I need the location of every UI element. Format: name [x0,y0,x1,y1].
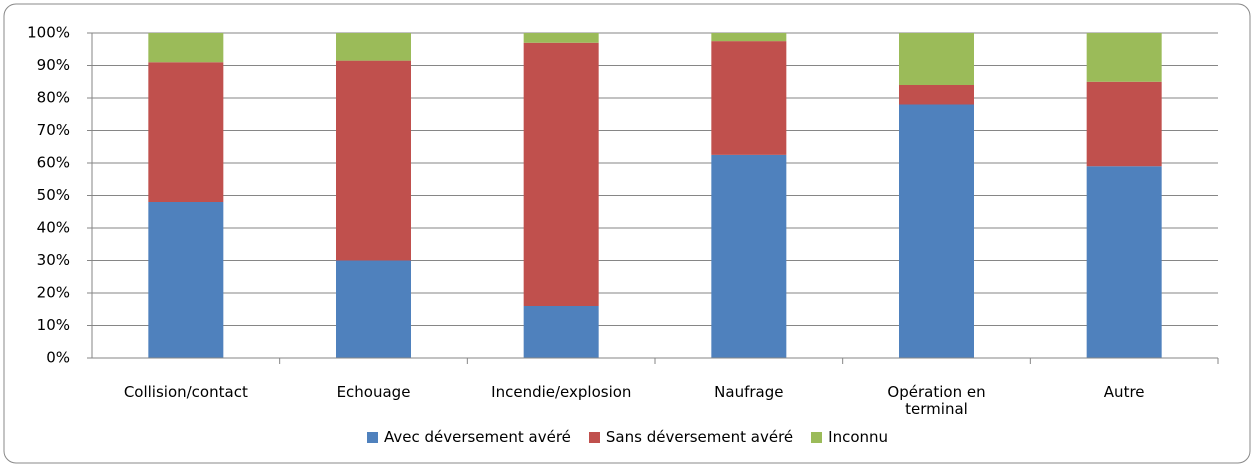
x-tick-label: Echouage [336,383,411,401]
bar-segment [523,33,599,43]
bar-segment [148,202,224,358]
x-tick-label: Naufrage [714,383,784,401]
legend: Avec déversement avéré Sans déversement a… [0,428,1255,446]
bar-segment [1086,33,1162,82]
legend-swatch [811,431,823,443]
bar-segment [899,33,974,85]
bar-segment [711,33,787,42]
legend-item: Inconnu [811,428,888,446]
legend-item: Sans déversement avéré [588,428,794,446]
x-tick-label: Collision/contact [123,383,248,401]
y-tick-label: 50% [37,186,70,204]
y-tick-label: 80% [37,89,70,107]
bar-segment [336,260,411,358]
bar-segment [523,306,599,358]
bar-segment [1086,81,1162,167]
y-tick-label: 90% [37,56,70,74]
x-tick-label: Autre [1103,383,1145,401]
x-tick-label: Opération en terminal [887,383,986,418]
bar-segment [1086,166,1162,358]
bar-segment [336,33,411,61]
bar-segment [711,154,787,358]
legend-swatch [588,431,600,443]
bar-segment [148,62,224,202]
legend-swatch [366,431,378,443]
legend-label: Avec déversement avéré [383,428,571,446]
y-tick-label: 70% [37,121,70,139]
bar-segment [148,33,224,63]
bar-segment [523,42,599,306]
y-tick-label: 30% [37,251,70,269]
bar-segment [336,60,411,261]
bar-segment [711,41,787,155]
bar-segment [899,85,974,105]
legend-item: Avec déversement avéré [366,428,571,446]
y-tick-label: 60% [37,154,70,172]
legend-label: Inconnu [828,428,889,446]
y-tick-label: 100% [27,24,70,42]
y-tick-label: 0% [46,349,70,367]
legend-label: Sans déversement avéré [605,428,794,446]
y-tick-label: 10% [37,316,70,334]
y-tick-label: 40% [37,219,70,237]
y-tick-label: 20% [37,284,70,302]
bar-segment [899,104,974,358]
x-tick-label: Incendie/explosion [491,383,632,401]
